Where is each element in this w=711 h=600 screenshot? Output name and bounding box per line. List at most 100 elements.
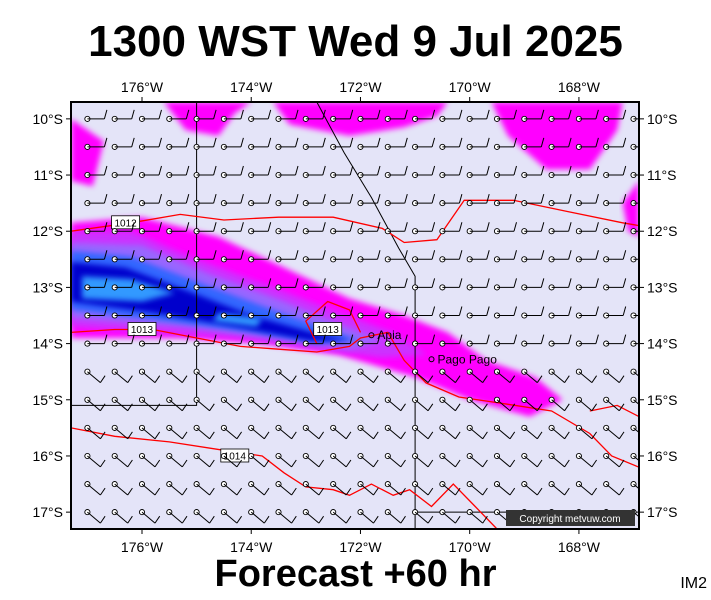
lon-tick-label: 170°W — [449, 79, 492, 95]
wind-barb — [166, 193, 190, 207]
wind-barb — [575, 109, 599, 122]
wind-barb — [193, 278, 217, 291]
wind-barb — [412, 306, 436, 319]
wind-barb — [357, 424, 379, 440]
wind-barb — [466, 193, 490, 207]
wind-barb — [439, 396, 461, 412]
wind-barb — [357, 137, 381, 150]
wind-barb — [111, 368, 133, 383]
lat-tick-label: 11°S — [647, 167, 676, 183]
wind-barb — [84, 306, 108, 319]
wind-barb — [630, 452, 639, 462]
wind-barb — [466, 368, 488, 383]
wind-barb — [466, 278, 490, 291]
place-markers: Apia Pago Pago — [368, 328, 498, 366]
wind-barb — [138, 137, 162, 150]
wind-barb — [493, 368, 516, 383]
precip-area — [71, 118, 104, 187]
wind-barb — [357, 109, 381, 122]
wind-barb — [248, 424, 270, 440]
wind-barb — [412, 334, 436, 347]
wind-barb — [248, 109, 272, 122]
wind-barb — [575, 306, 599, 319]
lat-tick-label: 14°S — [647, 336, 678, 352]
wind-barb — [412, 452, 434, 468]
lon-tick-label: 170°W — [449, 539, 492, 555]
wind-barb — [193, 306, 217, 319]
wind-barb — [439, 222, 463, 235]
wind-barb — [384, 509, 406, 524]
wind-barb — [330, 396, 352, 412]
wind-barb — [548, 481, 570, 496]
axis-ticks: 176°W 176°W 174°W 174°W 172°W 172°W 170°W 170°W… — [32, 79, 677, 555]
wind-barb — [603, 109, 627, 122]
wind-barb — [248, 396, 270, 412]
wind-barb — [111, 193, 135, 207]
wind-barb — [384, 222, 408, 235]
wind-barb — [412, 193, 436, 207]
wind-barb — [111, 452, 133, 468]
lat-tick-label: 16°S — [32, 448, 63, 464]
lon-tick-label: 174°W — [230, 79, 273, 95]
wind-barb — [275, 137, 299, 150]
wind-barb — [193, 396, 215, 412]
wind-barb — [220, 278, 244, 291]
wind-barb — [412, 137, 436, 150]
lon-tick-label: 174°W — [230, 539, 273, 555]
wind-barb — [630, 228, 639, 235]
wind-barb — [357, 250, 381, 263]
wind-barb — [521, 193, 545, 207]
wind-barb — [248, 278, 272, 291]
wind-barb — [193, 193, 217, 207]
chart-title: 1300 WST Wed 9 Jul 2025 — [88, 17, 623, 66]
wind-barb — [439, 109, 463, 122]
wind-barb — [138, 278, 162, 291]
wind-barb — [384, 306, 408, 319]
wind-barb — [248, 250, 272, 263]
place-name: Pago Pago — [438, 352, 498, 366]
wind-barb — [302, 250, 326, 263]
wind-barb — [111, 137, 135, 150]
wind-barb — [357, 193, 381, 207]
wind-barb — [412, 278, 436, 291]
wind-barb — [630, 424, 639, 434]
wind-barb — [357, 165, 381, 179]
wind-barb — [220, 481, 243, 496]
wind-barb — [248, 452, 270, 468]
wind-barb — [521, 424, 543, 440]
wind-barb — [275, 452, 297, 468]
wind-barb — [220, 137, 244, 150]
wind-barb — [575, 193, 599, 207]
wind-barb — [548, 109, 572, 122]
wind-barb — [193, 250, 217, 263]
wind-barb — [111, 509, 133, 524]
wind-barb — [357, 334, 381, 347]
wind-barb — [384, 193, 408, 207]
wind-barb — [275, 193, 299, 207]
wind-barb — [220, 396, 243, 412]
wind-barb — [603, 222, 627, 235]
wind-barb — [330, 109, 354, 122]
wind-barb — [466, 250, 490, 263]
wind-barb — [575, 481, 598, 496]
wind-barb — [493, 193, 517, 207]
wind-barb — [111, 481, 133, 496]
wind-barb — [84, 396, 106, 412]
wind-barb — [193, 137, 217, 150]
wind-barb — [220, 368, 243, 383]
wind-barb — [220, 509, 243, 524]
wind-barb — [193, 481, 215, 496]
isobar — [589, 404, 639, 418]
lon-tick-label: 172°W — [339, 539, 382, 555]
wind-barb — [384, 137, 408, 150]
wind-barb — [248, 193, 272, 207]
wind-barb — [439, 250, 463, 263]
wind-barb — [330, 193, 354, 207]
wind-barb — [111, 222, 135, 235]
wind-barb — [330, 137, 354, 150]
wind-barb — [412, 109, 436, 122]
wind-barb — [220, 193, 244, 207]
wind-barb — [575, 424, 598, 440]
wind-barb — [193, 509, 215, 524]
wind-barb — [412, 396, 434, 412]
